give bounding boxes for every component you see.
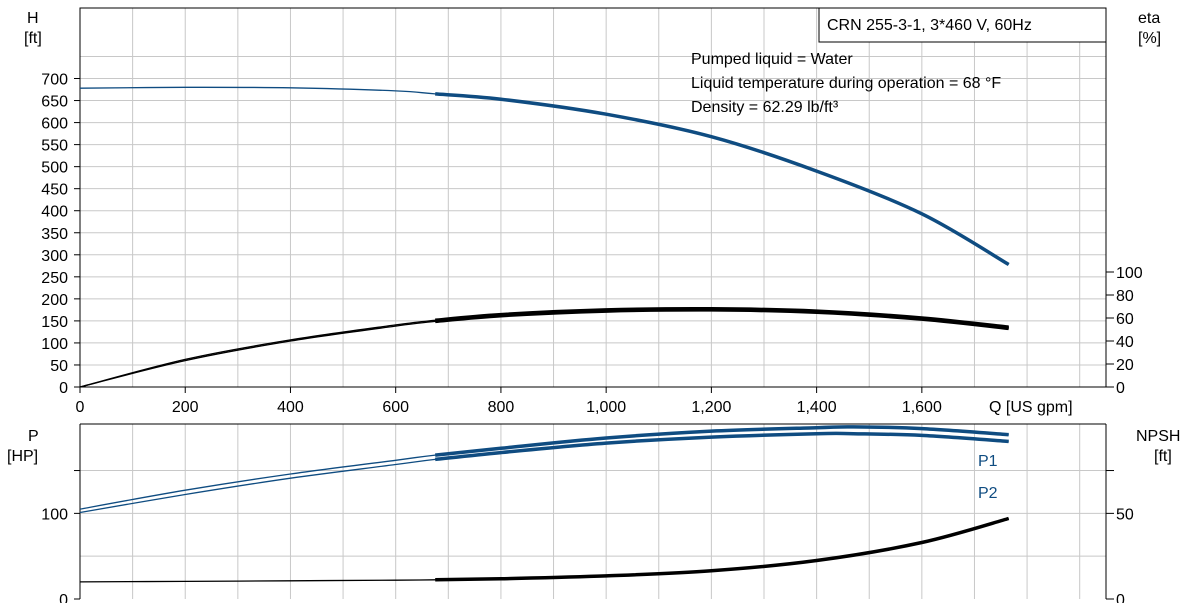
y-right-tick-label: 0 <box>1116 380 1125 397</box>
y-left-tick-label: 500 <box>41 160 68 177</box>
y-left-tick-label: 400 <box>41 204 68 221</box>
x-tick-label: 200 <box>172 399 199 416</box>
y-left-label-top: H <box>27 10 39 27</box>
y-right-tick-label: 20 <box>1116 357 1134 374</box>
top-curves <box>79 86 1010 388</box>
top-tick-labels: 0 200 400 600 800 1,000 1,200 1,400 1,6000501001… <box>41 72 1143 416</box>
x-tick-label: 1,400 <box>797 399 837 416</box>
y-left-tick-label: 250 <box>41 270 68 287</box>
top-tick-marks <box>74 78 1114 393</box>
y-left-tick-label: 300 <box>41 248 68 265</box>
npsh-tick-label: 50 <box>1116 506 1134 523</box>
y-right-tick-label: 60 <box>1116 311 1134 328</box>
x-tick-label: 1,600 <box>902 399 942 416</box>
p-tick-label: 0 <box>59 592 68 603</box>
x-tick-label: 1,000 <box>586 399 626 416</box>
y-left-tick-label: 50 <box>50 358 68 375</box>
x-tick-label: 0 <box>76 399 85 416</box>
chart-title-box <box>818 7 1107 43</box>
y-left-tick-label: 700 <box>41 72 68 89</box>
y-left-tick-label: 0 <box>59 380 68 397</box>
y-left-tick-label: 600 <box>41 116 68 133</box>
top-panel: 0 200 400 600 800 1,000 1,200 1,400 1,6000501001… <box>24 7 1161 416</box>
y-left-unit-top: [ft] <box>24 30 42 47</box>
y-left-tick-label: 200 <box>41 292 68 309</box>
y-right-tick-label: 100 <box>1116 265 1143 282</box>
x-tick-label: 400 <box>277 399 304 416</box>
x-axis-label: Q [US gpm] <box>989 399 1073 416</box>
y-left-label-bottom: P <box>28 428 39 445</box>
y-left-tick-label: 150 <box>41 314 68 331</box>
y-right-label-bottom: NPSH <box>1136 428 1180 445</box>
chart-title: CRN 255-3-1, 3*460 V, 60Hz <box>827 17 1032 34</box>
bottom-curves <box>79 425 1010 583</box>
top-plot-frame <box>79 7 1107 388</box>
bottom-grid <box>80 424 1106 599</box>
power-curve-p2-operating-range <box>435 431 1009 462</box>
y-left-tick-label: 550 <box>41 138 68 155</box>
p-tick-label: 100 <box>41 506 68 523</box>
y-left-tick-label: 100 <box>41 336 68 353</box>
y-left-tick-label: 650 <box>41 94 68 111</box>
x-tick-label: 600 <box>382 399 409 416</box>
bottom-panel: 0 100 0 50 P [HP] NPSH [ft] P1 P2 <box>7 423 1180 603</box>
npsh-curve-operating-range <box>435 516 1010 582</box>
y-right-unit-top: [%] <box>1138 30 1161 47</box>
annotation-pumped-liquid: Pumped liquid = Water <box>691 51 853 68</box>
y-right-label-top: eta <box>1138 10 1160 27</box>
y-right-tick-label: 40 <box>1116 334 1134 351</box>
bottom-tick-labels: 0 100 0 50 <box>41 506 1134 603</box>
x-tick-label: 800 <box>488 399 515 416</box>
power-curve-p1-operating-range <box>435 425 1009 457</box>
head-curve-operating-range <box>435 92 1010 267</box>
series-label-p2: P2 <box>978 485 998 502</box>
efficiency-curve-lower-operating-range <box>435 308 1009 331</box>
y-right-unit-bottom: [ft] <box>1154 448 1172 465</box>
npsh-tick-label: 0 <box>1116 592 1125 603</box>
bottom-tick-marks <box>74 470 1114 600</box>
annotation-liquid-temperature: Liquid temperature during operation = 68… <box>691 75 1001 92</box>
y-left-tick-label: 450 <box>41 182 68 199</box>
y-left-unit-bottom: [HP] <box>7 448 38 465</box>
x-axis-label-box <box>986 396 1094 416</box>
annotation-density: Density = 62.29 lb/ft³ <box>691 99 839 116</box>
y-left-tick-label: 350 <box>41 226 68 243</box>
x-tick-label: 1,200 <box>691 399 731 416</box>
y-right-tick-label: 80 <box>1116 288 1134 305</box>
top-grid <box>80 8 1106 387</box>
series-label-p1: P1 <box>978 453 998 470</box>
